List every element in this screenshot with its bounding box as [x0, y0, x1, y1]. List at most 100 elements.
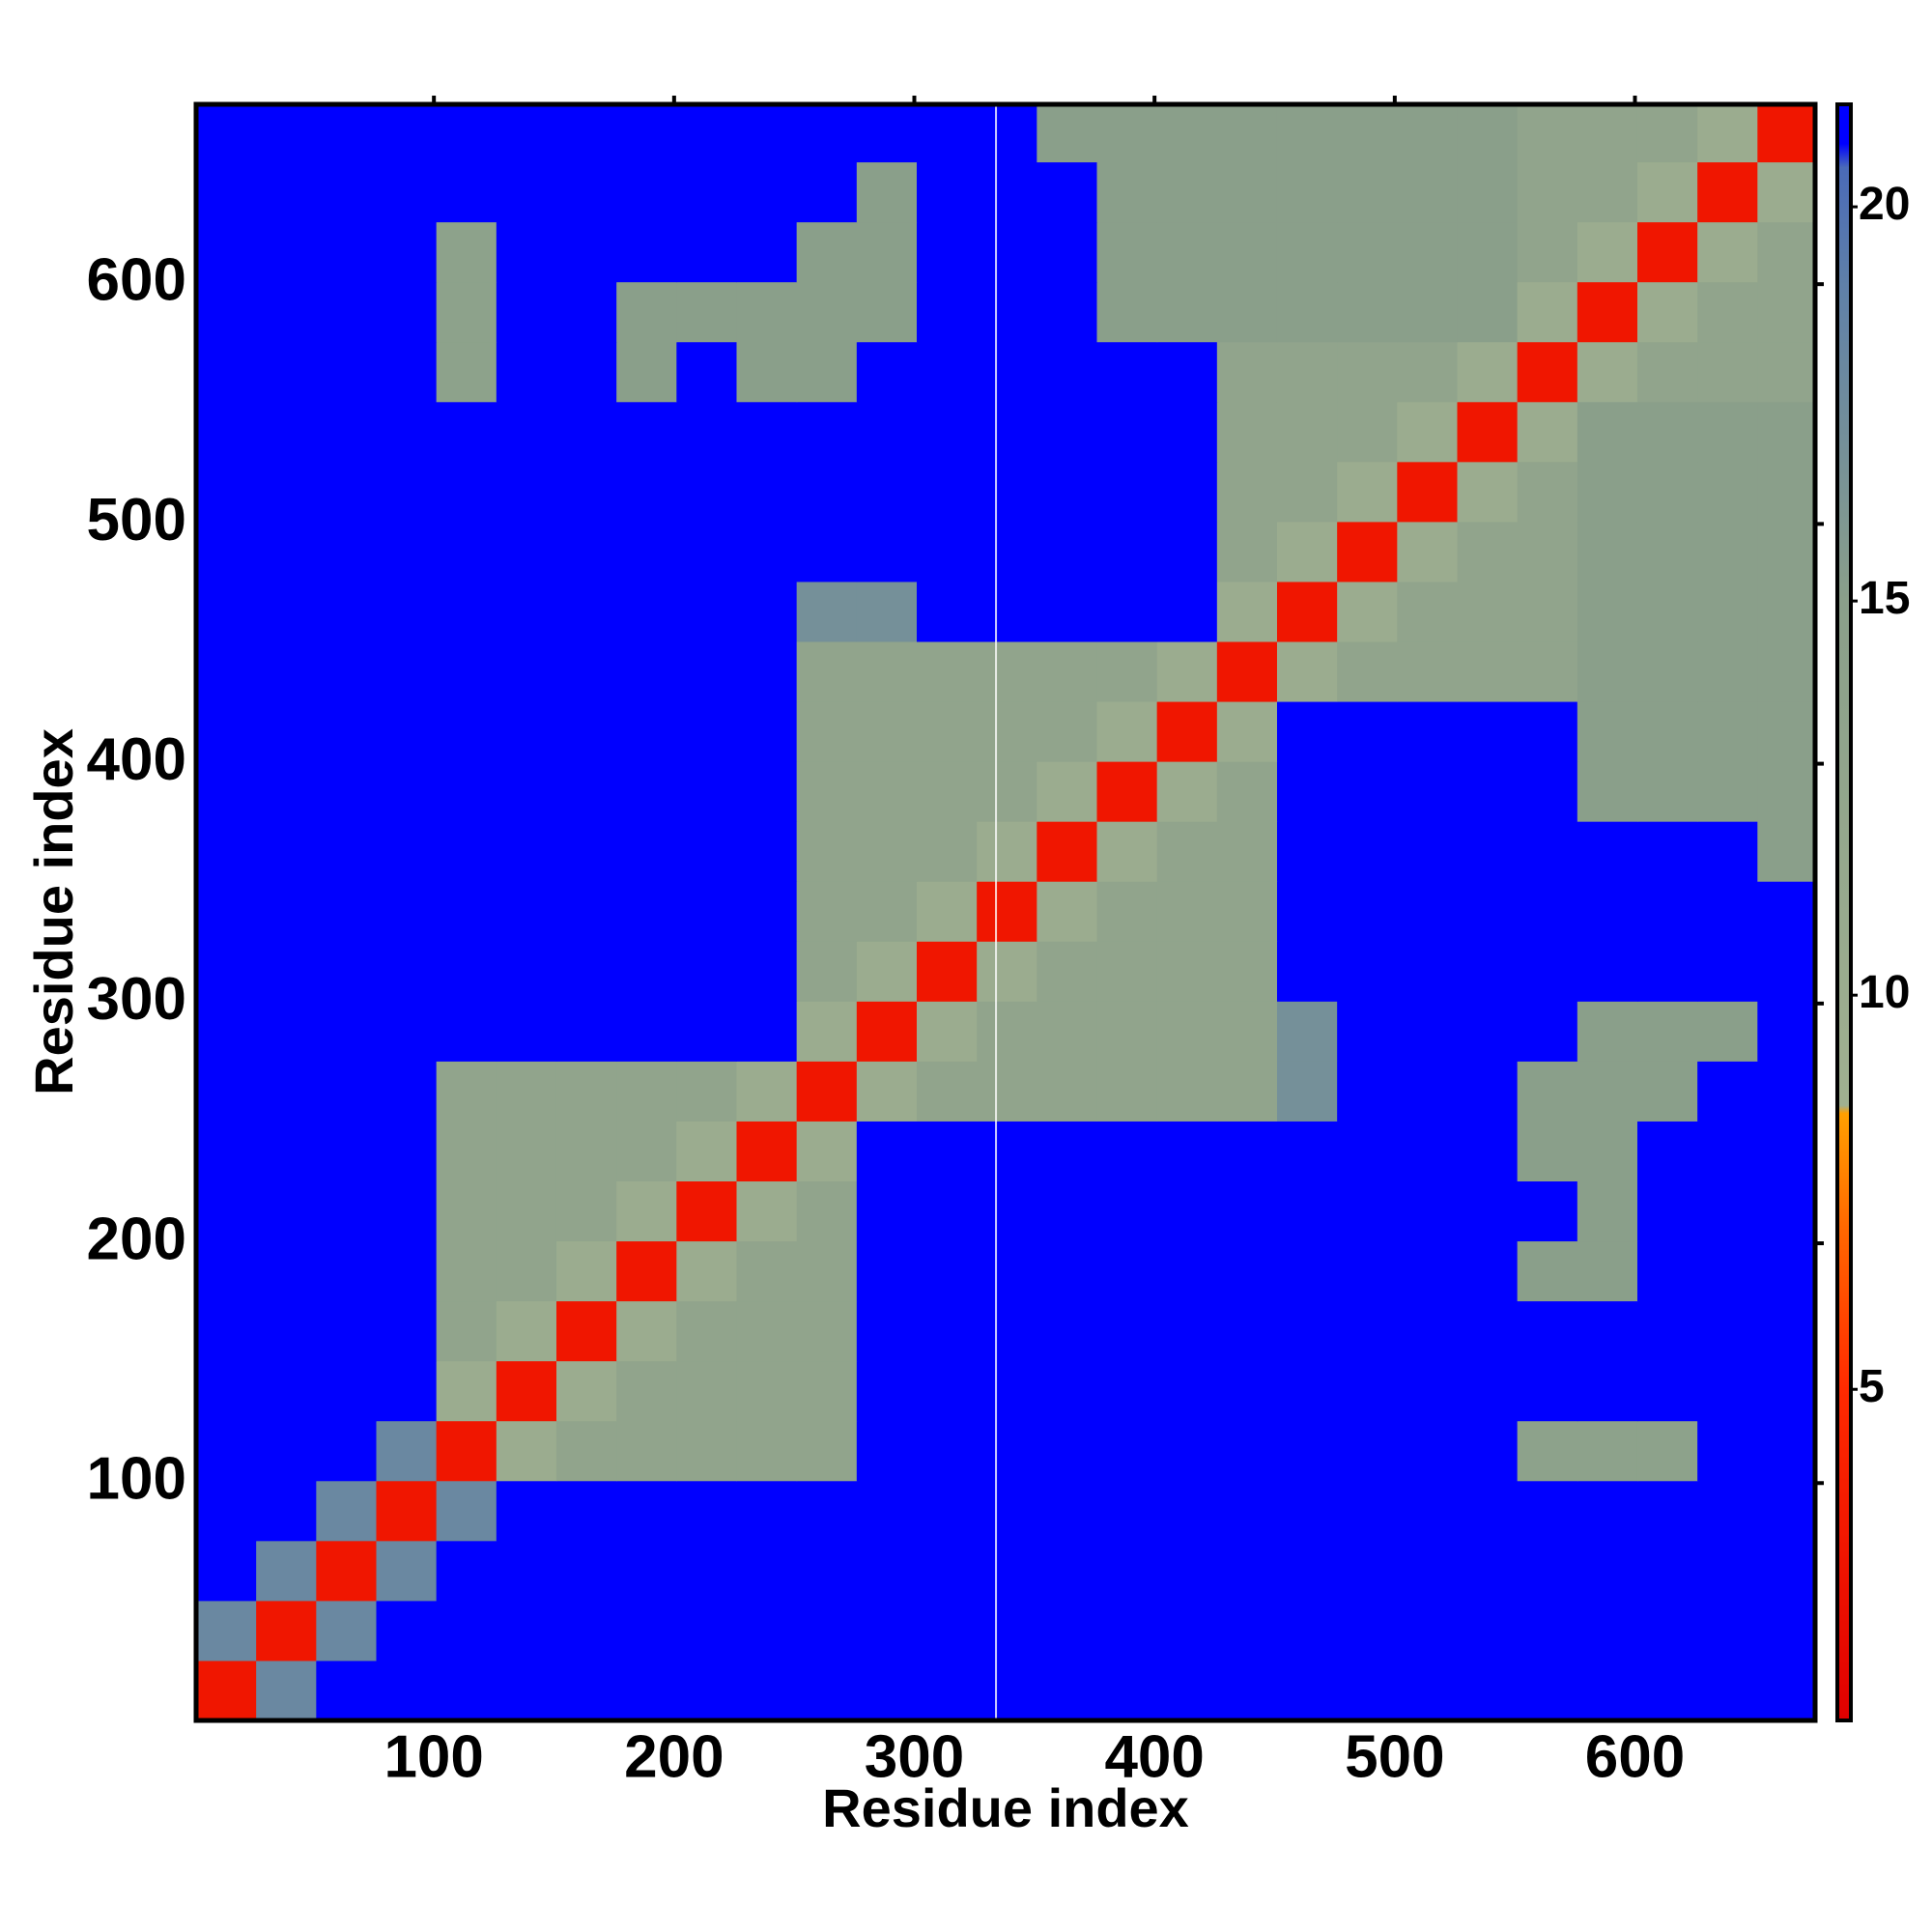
- heatmap-cell: [796, 761, 858, 822]
- x-tick-label: 400: [1104, 1723, 1204, 1790]
- heatmap-cell: [316, 104, 377, 163]
- heatmap-cell: [1397, 221, 1458, 283]
- heatmap-cell: [1757, 1300, 1816, 1362]
- heatmap-cell: [796, 1240, 858, 1302]
- heatmap-cell: [796, 881, 858, 942]
- heatmap-cell: [1517, 1300, 1578, 1362]
- heatmap-cell: [376, 161, 438, 223]
- heatmap-cell: [376, 104, 438, 163]
- heatmap-cell: [1697, 1600, 1758, 1662]
- heatmap-cell: [616, 161, 677, 223]
- heatmap-cell: [196, 1480, 257, 1542]
- heatmap-cell: [1337, 1360, 1398, 1422]
- heatmap-cell: [1397, 581, 1458, 642]
- heatmap-cell: [1517, 1660, 1578, 1721]
- heatmap-cell: [316, 581, 377, 642]
- heatmap-cell: [256, 581, 317, 642]
- heatmap-cell: [796, 1001, 858, 1062]
- heatmap-cell: [1156, 1600, 1218, 1662]
- heatmap-cell: [196, 1540, 257, 1602]
- heatmap-cell: [376, 1300, 438, 1362]
- heatmap-cell: [436, 1240, 497, 1302]
- heatmap-cell: [1037, 341, 1097, 403]
- heatmap-cell: [1517, 1360, 1578, 1422]
- heatmap-cell: [376, 341, 438, 403]
- heatmap-cell: [1216, 1300, 1278, 1362]
- heatmap-cell: [1517, 881, 1578, 942]
- heatmap-cell: [1337, 461, 1398, 523]
- heatmap-cell: [1397, 821, 1458, 882]
- heatmap-cell: [1457, 1061, 1519, 1122]
- heatmap-cell: [376, 281, 438, 343]
- heatmap-cell: [1397, 161, 1458, 223]
- heatmap-cell: [436, 401, 497, 463]
- heatmap-cell: [316, 1061, 377, 1122]
- heatmap-cell: [1096, 1540, 1158, 1602]
- heatmap-cell: [977, 341, 1037, 403]
- heatmap-cell: [736, 941, 798, 1002]
- heatmap-cell: [256, 821, 317, 882]
- heatmap-cell: [736, 821, 798, 882]
- heatmap-cell: [196, 821, 257, 882]
- x-tick-label: 100: [384, 1723, 483, 1790]
- heatmap-cell: [555, 521, 617, 582]
- heatmap-cell: [796, 581, 858, 642]
- heatmap-cell: [1517, 1121, 1578, 1182]
- heatmap-cell: [1636, 1360, 1698, 1422]
- heatmap-cell: [555, 104, 617, 163]
- heatmap-cell: [436, 104, 497, 163]
- heatmap-cell: [1037, 221, 1097, 283]
- heatmap-cell: [1156, 1360, 1218, 1422]
- heatmap-cell: [196, 701, 257, 762]
- heatmap-cell: [1276, 941, 1338, 1002]
- heatmap-cell: [1397, 1121, 1458, 1182]
- heatmap-cell: [1397, 761, 1458, 822]
- heatmap-cell: [796, 401, 858, 463]
- heatmap-cell: [616, 461, 677, 523]
- heatmap-cell: [316, 341, 377, 403]
- heatmap-cell: [1577, 761, 1638, 822]
- heatmap-cell: [1457, 1240, 1519, 1302]
- heatmap-cell: [1517, 1001, 1578, 1062]
- heatmap-cell: [1517, 281, 1578, 343]
- y-tick-label: 600: [87, 247, 186, 314]
- heatmap-cell: [1037, 941, 1097, 1002]
- heatmap-cell: [316, 1600, 377, 1662]
- heatmap-cell: [1337, 1600, 1398, 1662]
- heatmap-cell: [1397, 1660, 1458, 1721]
- heatmap-cell: [496, 1240, 557, 1302]
- heatmap-cell: [496, 1600, 557, 1662]
- heatmap-cell: [977, 1540, 1037, 1602]
- heatmap-cell: [856, 1180, 918, 1242]
- heatmap-cell: [1156, 1540, 1218, 1602]
- heatmap-cell: [1216, 521, 1278, 582]
- heatmap-cell: [1096, 821, 1158, 882]
- heatmap-cell: [736, 701, 798, 762]
- heatmap-cell: [1636, 881, 1698, 942]
- heatmap-cell: [1636, 1480, 1698, 1542]
- heatmap-cell: [316, 1001, 377, 1062]
- heatmap-cell: [1216, 1540, 1278, 1602]
- heatmap-cell: [616, 1420, 677, 1482]
- heatmap-cell: [376, 1540, 438, 1602]
- heatmap-cell: [1397, 521, 1458, 582]
- heatmap-cell: [436, 1121, 497, 1182]
- heatmap-cell: [1337, 401, 1398, 463]
- heatmap-cell: [1457, 521, 1519, 582]
- heatmap-cell: [856, 1121, 918, 1182]
- heatmap-cell: [1037, 581, 1097, 642]
- heatmap-cell: [256, 1420, 317, 1482]
- heatmap-cell: [1216, 701, 1278, 762]
- heatmap-cell: [496, 1540, 557, 1602]
- heatmap-cell: [856, 461, 918, 523]
- heatmap-cell: [676, 821, 737, 882]
- heatmap-cell: [1216, 161, 1278, 223]
- heatmap-cell: [1636, 521, 1698, 582]
- heatmap-cell: [1216, 1061, 1278, 1122]
- heatmap-cell: [676, 761, 737, 822]
- heatmap-cell: [676, 1300, 737, 1362]
- heatmap-cell: [1636, 1240, 1698, 1302]
- heatmap-cell: [977, 701, 1037, 762]
- heatmap-cell: [916, 761, 978, 822]
